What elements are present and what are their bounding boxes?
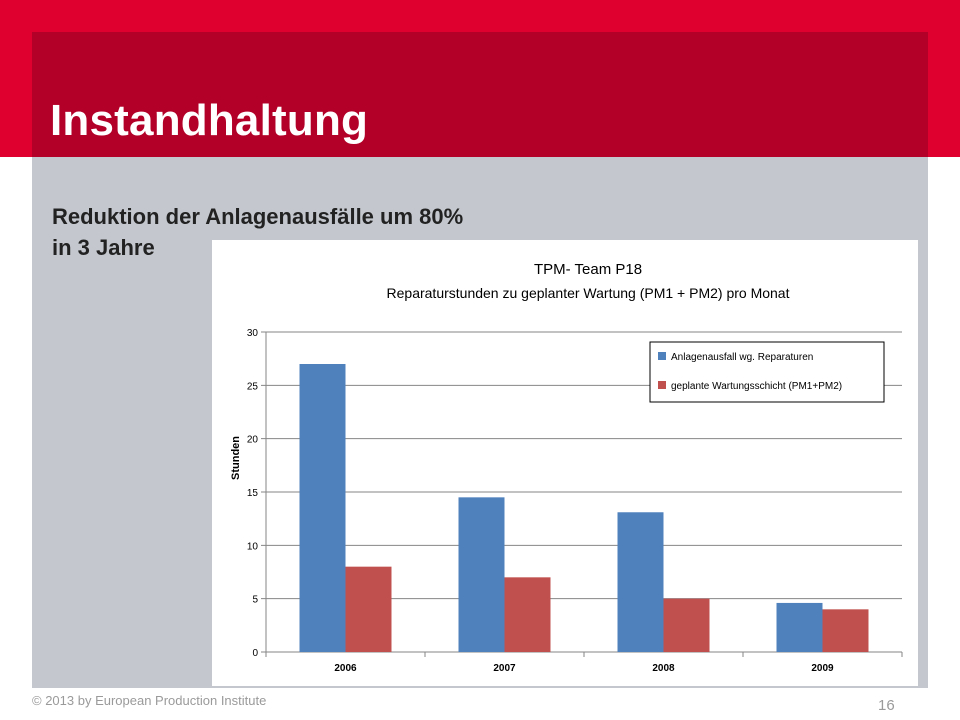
y-tick-label: 5 [252, 595, 258, 606]
x-tick-label: 2008 [652, 663, 675, 674]
bar-anlagenausfall-2006 [299, 364, 346, 652]
bar-wartung-2008 [663, 598, 710, 652]
bar-anlagenausfall-2009 [776, 602, 823, 652]
bar-anlagenausfall-2008 [617, 512, 664, 652]
chart-subtitle: Reparaturstunden zu geplanter Wartung (P… [387, 285, 790, 301]
x-tick-label: 2009 [811, 663, 834, 674]
y-axis-label: Stunden [230, 436, 242, 480]
y-tick-label: 0 [252, 648, 258, 659]
y-tick-label: 20 [247, 435, 259, 446]
bar-chart: TPM- Team P18 Reparaturstunden zu geplan… [230, 261, 903, 674]
subtitle-line-2: in 3 Jahre [52, 235, 155, 260]
slide-subtitle: Reduktion der Anlagenausfälle um 80% in … [52, 201, 463, 263]
legend-swatch [658, 381, 666, 389]
y-tick-label: 25 [247, 381, 259, 392]
bar-anlagenausfall-2007 [458, 497, 505, 652]
subtitle-line-1: Reduktion der Anlagenausfälle um 80% [52, 204, 464, 229]
legend-label: geplante Wartungsschicht (PM1+PM2) [671, 381, 842, 392]
legend-label: Anlagenausfall wg. Reparaturen [671, 352, 813, 363]
bar-wartung-2009 [822, 609, 869, 652]
axis-labels: 0 5 10 15 20 25 30 2006 2007 2008 2009 [247, 328, 834, 674]
y-tick-label: 15 [247, 488, 259, 499]
legend: Anlagenausfall wg. Reparaturen geplante W… [649, 341, 885, 403]
legend-box [649, 341, 885, 403]
slide-title: Instandhaltung [50, 96, 369, 145]
page-number: 16 [878, 697, 895, 714]
y-tick-label: 30 [247, 328, 259, 339]
chart-title: TPM- Team P18 [534, 261, 642, 278]
bar-wartung-2007 [504, 577, 551, 652]
x-tick-label: 2006 [334, 663, 357, 674]
bar-wartung-2006 [345, 566, 392, 652]
chart-container: TPM- Team P18 Reparaturstunden zu geplan… [212, 240, 918, 686]
bars [299, 364, 869, 652]
legend-swatch [658, 352, 666, 360]
x-tick-label: 2007 [493, 663, 516, 674]
title-band [32, 32, 928, 157]
footer-copyright: © 2013 by European Production Institute [32, 693, 267, 708]
y-tick-label: 10 [247, 541, 259, 552]
